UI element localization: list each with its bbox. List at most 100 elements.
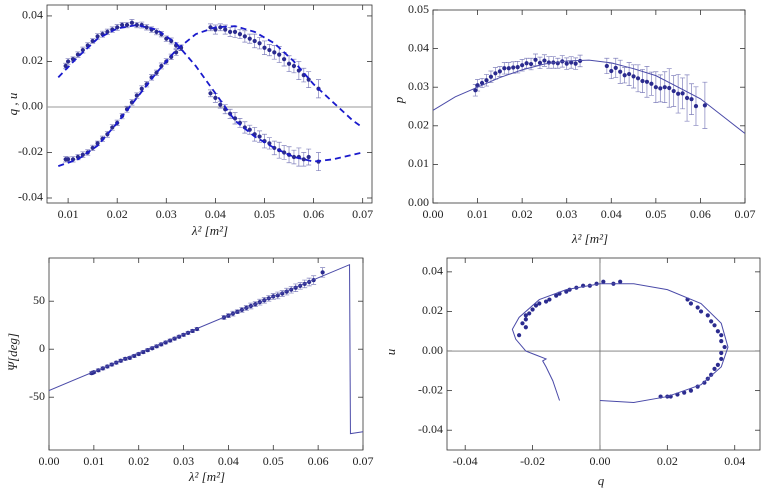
data-point (709, 372, 714, 377)
data-point (627, 71, 632, 77)
plot-area (433, 53, 745, 134)
x-tick-label: 0.03 (173, 454, 194, 468)
y-tick-label: 50 (33, 293, 45, 307)
data-point (671, 88, 676, 94)
x-tick-label: 0.02 (657, 454, 678, 468)
data-point (66, 59, 71, 64)
x-tick-label: 0.02 (512, 207, 533, 221)
data-point (144, 25, 149, 30)
data-point (520, 321, 525, 326)
data-point (262, 45, 267, 50)
data-point (320, 270, 325, 275)
data-point (66, 157, 71, 162)
data-point (523, 325, 528, 330)
data-point (631, 74, 636, 79)
x-tick-label: 0.04 (218, 454, 239, 468)
data-point (520, 63, 525, 68)
plot-frame (432, 9, 746, 204)
data-point (517, 333, 522, 338)
y-tick-label: -50 (29, 389, 45, 403)
data-point (252, 38, 257, 44)
data-point (543, 299, 549, 304)
data-point (90, 145, 95, 151)
data-point (524, 61, 529, 66)
x-axis-label: λ² [m²] (571, 231, 608, 246)
data-point (306, 154, 311, 160)
y-axis-label: u (383, 348, 398, 355)
data-point (658, 86, 663, 91)
y-tick-label: 0.04 (408, 40, 429, 54)
data-point (715, 362, 720, 367)
plot-frame (48, 257, 364, 451)
x-tick-label: 0.06 (303, 207, 324, 221)
data-point (208, 91, 213, 96)
data-point (569, 60, 574, 65)
y-tick-label: 0.02 (422, 303, 443, 317)
x-tick-label: 0.07 (735, 207, 756, 221)
data-point (242, 34, 247, 39)
data-point (497, 69, 502, 74)
data-point (554, 293, 559, 298)
data-point (70, 157, 76, 162)
data-point (502, 66, 507, 71)
y-tick-label: 0.00 (422, 343, 443, 357)
data-point (232, 116, 238, 121)
data-point (277, 52, 282, 57)
y-axis-label: p (391, 96, 406, 104)
y-axis-label: Ψ[deg] (5, 333, 20, 371)
data-point (712, 323, 717, 328)
data-point (286, 61, 292, 66)
data-point (688, 388, 694, 393)
data-point (223, 27, 228, 32)
data-point (291, 154, 297, 160)
model-curve (433, 59, 745, 134)
data-point (715, 329, 720, 334)
data-point (282, 57, 287, 62)
data-point (719, 356, 724, 362)
data-point (493, 71, 498, 76)
data-point (601, 279, 606, 284)
data-point (237, 32, 243, 37)
data-point (267, 47, 272, 53)
x-tick-label: 0.07 (352, 207, 373, 221)
model-curve (511, 283, 729, 403)
data-point (662, 85, 667, 90)
y-tick-label: -0.02 (18, 144, 43, 158)
data-point (613, 65, 618, 70)
data-point (139, 86, 144, 91)
x-tick-label: 0.05 (645, 207, 666, 221)
x-tick-label: 0.04 (205, 207, 226, 221)
data-point (232, 29, 238, 34)
data-point (515, 65, 520, 70)
y-tick-label: 0.04 (22, 8, 43, 22)
data-point (695, 305, 700, 310)
data-point (523, 317, 528, 322)
y-tick-label: 0.05 (408, 2, 429, 16)
plot-area (511, 279, 729, 403)
y-tick-label: 0 (39, 341, 45, 355)
data-point (506, 66, 511, 71)
data-point (80, 47, 85, 53)
x-tick-label: 0.05 (254, 207, 275, 221)
data-point (528, 61, 534, 67)
data-point (120, 22, 125, 28)
data-point (542, 58, 547, 63)
data-point (479, 80, 485, 86)
y-tick-label: 0.00 (22, 99, 43, 113)
data-point (693, 104, 699, 109)
data-point (667, 85, 672, 91)
data-point (689, 97, 694, 102)
x-tick-label: 0.04 (724, 454, 745, 468)
data-point (306, 77, 311, 82)
data-point (174, 50, 179, 55)
data-point (134, 22, 139, 28)
x-tick-label: -0.04 (453, 454, 478, 468)
y-tick-label: -0.04 (418, 422, 443, 436)
data-point (719, 339, 724, 344)
data-point (154, 29, 159, 34)
plot-frame (46, 4, 373, 204)
model-curve (57, 25, 364, 167)
y-tick-label: -0.02 (418, 382, 443, 396)
data-point (95, 34, 100, 39)
